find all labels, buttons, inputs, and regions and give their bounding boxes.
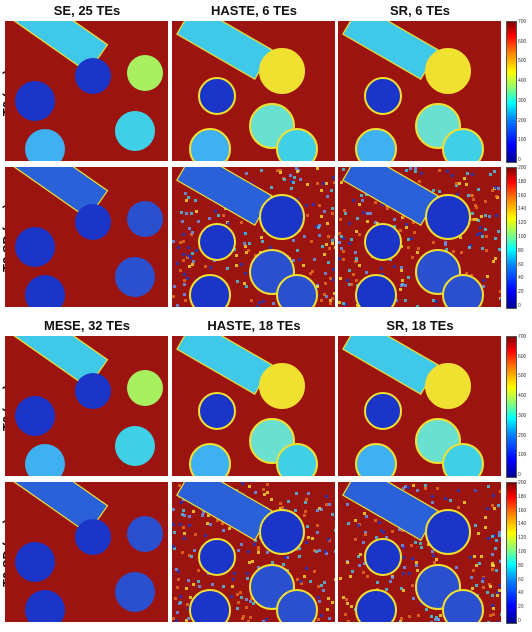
colorbar-tick: 200 <box>518 117 527 124</box>
colorbar-tick: 700 <box>518 19 527 25</box>
map-panel-mese-t2 <box>5 336 168 476</box>
map-panel-haste18-t2 <box>172 336 335 476</box>
colorbar-tick: 200 <box>518 165 527 171</box>
colorbar-tick: 120 <box>518 535 527 542</box>
map-panel-sr18-t2 <box>338 336 501 476</box>
colorbar-tick: 80 <box>518 562 524 569</box>
colorbar-tick: 160 <box>518 507 527 514</box>
col-title-haste-18: HASTE, 18 TEs <box>207 318 301 333</box>
map-panel-sr6-t2 <box>338 21 501 161</box>
colorbar-tick: 100 <box>518 549 527 555</box>
col-title-haste-6: HASTE, 6 TEs <box>211 3 297 18</box>
map-panel-sr6-t2sd <box>338 167 501 307</box>
colorbar-tick: 140 <box>518 206 527 213</box>
colorbar-tick: 0 <box>518 157 521 163</box>
colorbar-tick: 180 <box>518 178 527 185</box>
colorbar-tick: 40 <box>518 275 524 282</box>
map-panel-haste6-t2 <box>172 21 335 161</box>
colorbar-tick: 700 <box>518 334 527 340</box>
colorbar-tick: 0 <box>518 303 521 309</box>
colorbar-tick: 300 <box>518 412 527 419</box>
colorbar-tick: 600 <box>518 38 527 45</box>
colorbar-tick: 300 <box>518 97 527 104</box>
map-panel-haste6-t2sd <box>172 167 335 307</box>
colorbar-tick: 200 <box>518 432 527 439</box>
colorbar-tick: 400 <box>518 393 527 400</box>
colorbar-tick: 20 <box>518 289 524 296</box>
colorbar-tick: 100 <box>518 234 527 240</box>
map-panel-sr18-t2sd <box>338 482 501 622</box>
colorbar-tick: 400 <box>518 78 527 85</box>
colorbar-tick: 500 <box>518 373 527 380</box>
colorbar-tick: 80 <box>518 247 524 254</box>
colorbar-tick: 40 <box>518 590 524 597</box>
colorbar-tick: 120 <box>518 220 527 227</box>
colorbar-tick: 20 <box>518 604 524 611</box>
colorbar-tick: 200 <box>518 480 527 486</box>
colorbar-tick: 140 <box>518 521 527 528</box>
colorbar-tick: 180 <box>518 493 527 500</box>
col-title-se-25: SE, 25 TEs <box>53 3 121 18</box>
colorbar-tick: 60 <box>518 261 524 268</box>
map-panel-se-t2sd <box>5 167 168 307</box>
colorbar-t2-bottom <box>506 336 517 478</box>
colorbar-t2sd-bottom <box>506 482 517 624</box>
colorbar-tick: 0 <box>518 472 521 478</box>
map-panel-mese-t2sd <box>5 482 168 622</box>
colorbar-t2sd-top <box>506 167 517 309</box>
colorbar-tick: 100 <box>518 137 527 144</box>
col-title-sr-6: SR, 6 TEs <box>390 3 450 18</box>
map-panel-se-t2 <box>5 21 168 161</box>
colorbar-tick: 600 <box>518 353 527 360</box>
colorbar-t2-top <box>506 21 517 163</box>
col-title-sr-18: SR, 18 TEs <box>386 318 454 333</box>
colorbar-tick: 0 <box>518 618 521 624</box>
colorbar-tick: 160 <box>518 192 527 199</box>
colorbar-tick: 500 <box>518 58 527 65</box>
col-title-mese-32: MESE, 32 TEs <box>44 318 130 333</box>
colorbar-tick: 100 <box>518 452 527 459</box>
map-panel-haste18-t2sd <box>172 482 335 622</box>
colorbar-tick: 60 <box>518 576 524 583</box>
